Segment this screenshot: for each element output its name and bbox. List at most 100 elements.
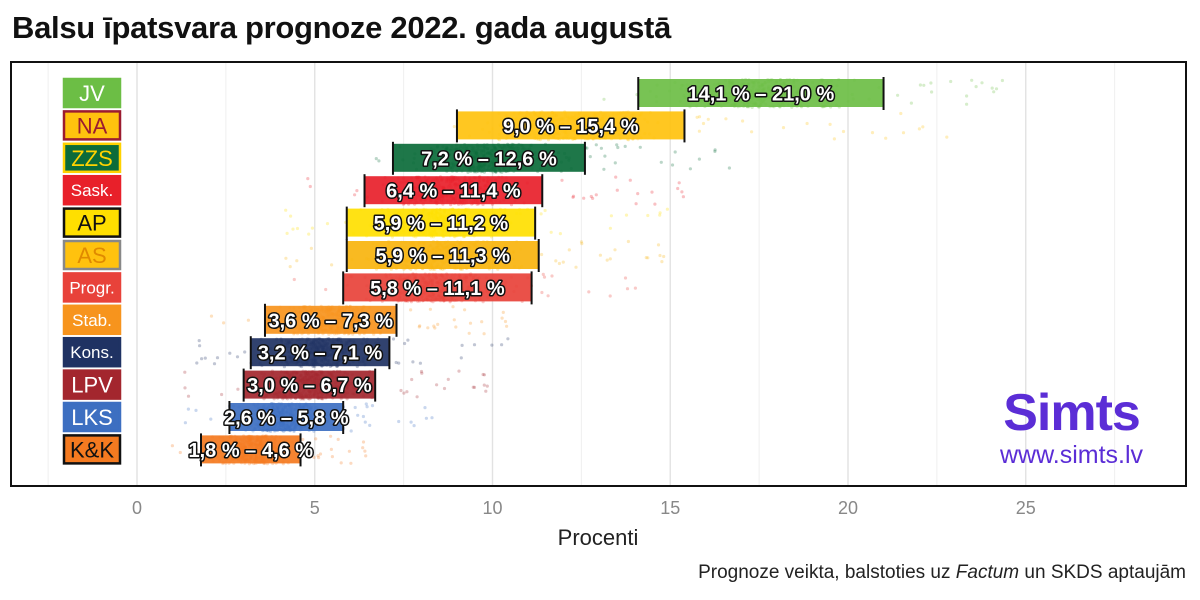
scatter-point: [198, 344, 202, 348]
scatter-point: [289, 214, 293, 218]
scatter-point: [543, 208, 547, 213]
scatter-point: [591, 196, 595, 200]
scatter-point: [832, 137, 837, 141]
scatter-point: [980, 81, 984, 85]
scatter-point: [724, 117, 728, 121]
scatter-point: [626, 239, 631, 244]
scatter-point: [727, 166, 732, 170]
scatter-point: [361, 440, 366, 444]
scatter-point: [633, 286, 638, 290]
scatter-point: [828, 122, 832, 126]
scatter-point: [355, 189, 359, 193]
scatter-point: [454, 325, 458, 329]
scatter-point: [574, 265, 578, 269]
scatter-point: [673, 150, 677, 154]
scatter-point: [659, 160, 663, 164]
scatter-point: [741, 119, 745, 123]
scatter-point: [220, 392, 224, 397]
scatter-point: [921, 125, 925, 129]
scatter-point: [397, 419, 401, 424]
scatter-point: [558, 232, 563, 236]
scatter-point: [615, 143, 619, 147]
scatter-point: [409, 308, 413, 312]
scatter-point: [291, 227, 295, 231]
scatter-point: [285, 231, 289, 235]
scatter-point: [460, 343, 464, 347]
scatter-point: [374, 157, 378, 161]
scatter-point: [209, 314, 214, 318]
scatter-point: [602, 97, 606, 101]
scatter-point: [409, 420, 413, 424]
scatter-point: [420, 371, 424, 375]
scatter-point: [557, 261, 562, 266]
scatter-point: [994, 87, 999, 91]
scatter-point: [930, 90, 934, 94]
scatter-point: [560, 178, 564, 182]
scatter-point: [609, 214, 614, 218]
scatter-point: [484, 389, 488, 393]
scatter-point: [605, 258, 609, 262]
scatter-point: [482, 383, 486, 387]
scatter-point: [468, 321, 473, 325]
scatter-point: [628, 178, 632, 182]
scatter-point: [549, 230, 553, 234]
scatter-point: [697, 115, 702, 119]
scatter-point: [713, 148, 717, 152]
scatter-point: [363, 420, 367, 424]
scatter-point: [750, 130, 754, 134]
scatter-point: [197, 339, 201, 343]
scatter-point: [243, 350, 247, 354]
scatter-point: [423, 406, 427, 410]
scatter-point: [608, 226, 613, 230]
scatter-point: [695, 115, 699, 119]
scatter-point: [330, 263, 334, 267]
scatter-point: [623, 276, 628, 280]
scatter-point: [901, 131, 906, 135]
scatter-point: [403, 341, 407, 346]
scatter-point: [970, 78, 974, 82]
scatter-point: [490, 343, 494, 347]
scatter-point: [608, 294, 612, 298]
scatter-point: [965, 94, 969, 98]
scatter-point: [500, 316, 504, 320]
scatter-point: [194, 408, 198, 412]
scatter-point: [636, 192, 640, 196]
scatter-point: [974, 85, 978, 89]
scatter-point: [588, 155, 592, 159]
scatter-point: [452, 125, 456, 129]
scatter-point: [183, 386, 187, 390]
scatter-point: [706, 117, 710, 121]
scatter-point: [307, 232, 311, 236]
scatter-point: [965, 102, 969, 106]
scatter-point: [1000, 78, 1005, 83]
scatter-point: [329, 447, 333, 451]
scatter-point: [212, 362, 217, 366]
scatter-point: [405, 390, 409, 394]
scatter-point: [805, 121, 809, 126]
scatter-point: [594, 143, 598, 147]
scatter-point: [347, 449, 351, 453]
scatter-point: [638, 145, 642, 149]
scatter-point: [399, 388, 403, 393]
scatter-point: [608, 257, 612, 261]
scatter-point: [329, 434, 333, 438]
scatter-point: [203, 356, 207, 360]
scatter-point: [670, 163, 675, 167]
scatter-point: [540, 290, 544, 295]
scatter-point: [599, 146, 604, 150]
scatter-point: [481, 372, 485, 377]
scatter-point: [992, 90, 996, 94]
scatter-point: [459, 356, 463, 360]
scatter-point: [665, 207, 670, 211]
scatter-point: [339, 461, 343, 465]
scatter-point: [624, 213, 629, 217]
scatter-point: [183, 370, 187, 374]
scatter-point: [656, 243, 661, 247]
scatter-point: [228, 351, 232, 355]
scatter-point: [209, 417, 213, 421]
scatter-point: [613, 161, 617, 165]
scatter-point: [909, 101, 914, 105]
scatter-point: [430, 416, 434, 420]
scatter-point: [550, 274, 554, 278]
scatter-point: [324, 287, 328, 292]
